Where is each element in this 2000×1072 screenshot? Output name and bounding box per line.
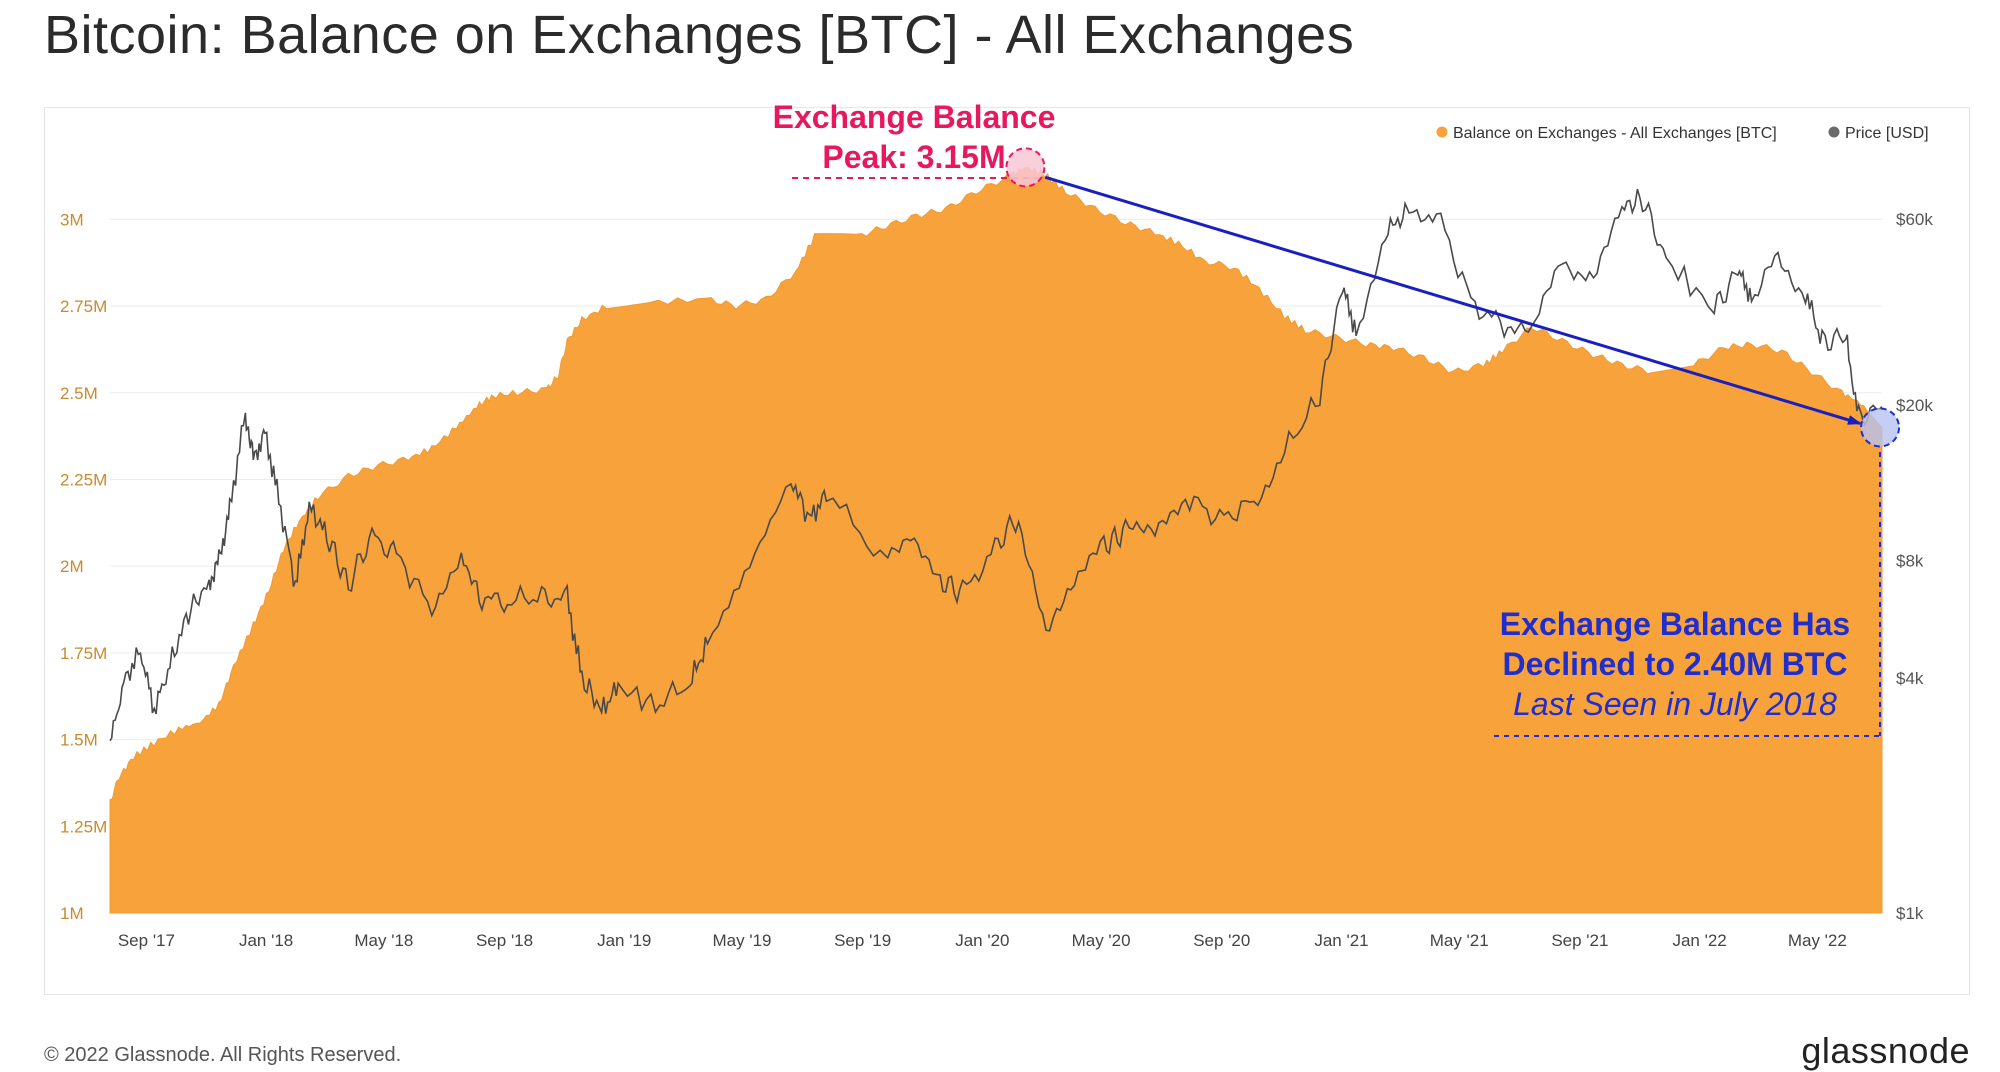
x-tick-label: Sep '21 (1551, 931, 1608, 950)
peak-label-line2: Peak: 3.15M (822, 139, 1005, 175)
y-left-tick-label: 1.25M (60, 817, 107, 836)
x-tick-label: Jan '22 (1672, 931, 1726, 950)
decline-arrow (1045, 175, 1862, 425)
x-tick-label: May '19 (712, 931, 771, 950)
y-left-axis: 1M 1.25M 1.5M 1.75M 2M 2.25M 2.5M 2.75M 3M (60, 210, 107, 923)
current-marker (1860, 407, 1901, 448)
legend-price-marker (1828, 126, 1840, 138)
decline-label-line1: Exchange Balance Has (1500, 606, 1850, 642)
y-right-tick-label: $8k (1896, 551, 1924, 570)
peak-annotation: Exchange Balance Peak: 3.15M (773, 99, 1056, 188)
y-left-tick-label: 1.5M (60, 731, 98, 750)
y-left-tick-label: 1M (60, 904, 84, 923)
peak-marker (1005, 147, 1046, 188)
x-tick-label: May '22 (1788, 931, 1847, 950)
y-right-tick-label: $60k (1896, 210, 1933, 229)
x-tick-label: Jan '19 (597, 931, 651, 950)
y-left-tick-label: 2M (60, 557, 84, 576)
legend-price-label: Price [USD] (1845, 125, 1929, 142)
x-tick-label: Sep '18 (476, 931, 533, 950)
x-tick-label: Jan '20 (955, 931, 1009, 950)
x-tick-label: Jan '21 (1314, 931, 1368, 950)
peak-label-line1: Exchange Balance (773, 99, 1056, 135)
legend-balance-label: Balance on Exchanges - All Exchanges [BT… (1453, 125, 1777, 142)
chart-title: Bitcoin: Balance on Exchanges [BTC] - Al… (44, 5, 1355, 65)
x-tick-label: Jan '18 (239, 931, 293, 950)
y-right-tick-label: $4k (1896, 669, 1924, 688)
y-left-tick-label: 2.25M (60, 470, 107, 489)
y-right-tick-label: $20k (1896, 396, 1933, 415)
chart-frame (44, 107, 1970, 995)
y-right-axis: $1k $4k $8k $20k $60k (1896, 210, 1933, 923)
x-tick-label: Sep '20 (1193, 931, 1250, 950)
x-tick-label: May '21 (1430, 931, 1489, 950)
decline-label-line2: Declined to 2.40M BTC (1503, 646, 1848, 682)
copyright-text: © 2022 Glassnode. All Rights Reserved. (44, 1044, 402, 1066)
decline-annotation: Exchange Balance Has Declined to 2.40M B… (1494, 407, 1901, 737)
y-left-tick-label: 2.75M (60, 297, 107, 316)
price-line-series (109, 188, 1883, 742)
x-tick-label: May '18 (354, 931, 413, 950)
decline-label-line3: Last Seen in July 2018 (1513, 686, 1837, 722)
x-tick-label: Sep '17 (118, 931, 175, 950)
x-tick-label: Sep '19 (834, 931, 891, 950)
x-axis: Sep '17 Jan '18 May '18 Sep '18 Jan '19 May '… (118, 931, 1847, 950)
y-left-tick-label: 3M (60, 210, 84, 229)
legend: Balance on Exchanges - All Exchanges [BT… (1436, 125, 1929, 142)
brand-logo: glassnode (1801, 1030, 1970, 1071)
y-left-tick-label: 2.5M (60, 384, 98, 403)
legend-balance-marker (1436, 126, 1448, 138)
y-right-tick-label: $1k (1896, 904, 1924, 923)
balance-area-series (109, 166, 1883, 914)
y-left-tick-label: 1.75M (60, 644, 107, 663)
x-tick-label: May '20 (1072, 931, 1131, 950)
